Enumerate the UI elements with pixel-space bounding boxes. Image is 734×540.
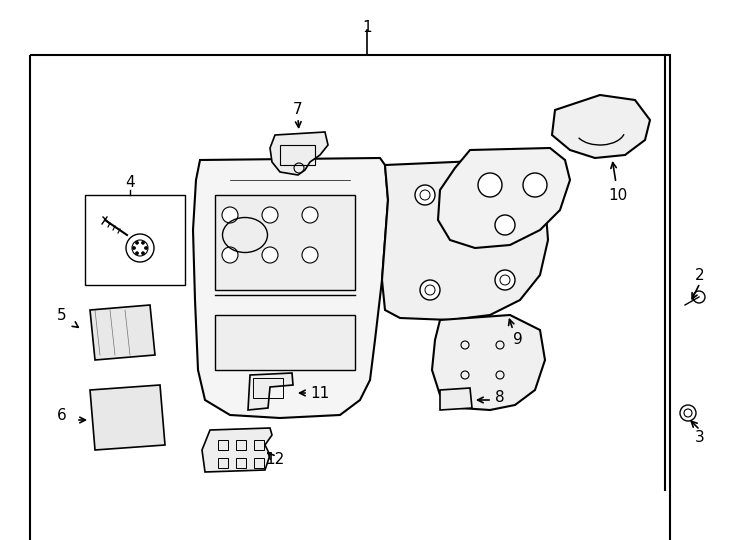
Polygon shape	[90, 305, 155, 360]
Bar	[254, 458, 264, 468]
Polygon shape	[440, 388, 472, 410]
Bar	[30, 55, 670, 540]
Text: 6: 6	[57, 408, 67, 422]
Bar	[253, 378, 283, 398]
Polygon shape	[382, 160, 548, 320]
Circle shape	[222, 247, 238, 263]
Polygon shape	[438, 148, 570, 248]
Circle shape	[495, 270, 515, 290]
Bar	[218, 440, 228, 450]
Circle shape	[222, 207, 238, 223]
Circle shape	[415, 185, 435, 205]
Polygon shape	[193, 158, 388, 418]
Circle shape	[500, 205, 520, 225]
Circle shape	[136, 252, 139, 255]
Text: 7: 7	[293, 103, 303, 118]
Bar	[215, 315, 355, 370]
Bar	[236, 458, 246, 468]
Bar	[218, 458, 228, 468]
Bar	[215, 195, 355, 290]
Circle shape	[133, 246, 136, 249]
Circle shape	[145, 246, 148, 249]
Text: 2: 2	[695, 267, 705, 282]
Polygon shape	[552, 95, 650, 158]
Text: 12: 12	[266, 453, 285, 468]
Circle shape	[495, 215, 515, 235]
Circle shape	[523, 173, 547, 197]
Text: 1: 1	[362, 20, 372, 35]
Circle shape	[302, 207, 318, 223]
Circle shape	[142, 241, 145, 244]
Text: 3: 3	[695, 430, 705, 445]
Polygon shape	[248, 373, 293, 410]
Text: 10: 10	[608, 187, 628, 202]
Bar	[280, 145, 315, 165]
Circle shape	[420, 280, 440, 300]
Bar	[85, 195, 185, 285]
Polygon shape	[432, 315, 545, 410]
Text: 8: 8	[495, 390, 505, 406]
Text: 4: 4	[126, 175, 135, 190]
Circle shape	[142, 252, 145, 255]
Circle shape	[126, 234, 154, 262]
Text: 5: 5	[57, 307, 67, 322]
Circle shape	[478, 173, 502, 197]
Polygon shape	[202, 428, 272, 472]
Polygon shape	[90, 385, 165, 450]
Text: 11: 11	[310, 386, 330, 401]
Circle shape	[136, 241, 139, 244]
Polygon shape	[270, 132, 328, 175]
Circle shape	[262, 207, 278, 223]
Bar	[254, 440, 264, 450]
Circle shape	[302, 247, 318, 263]
Bar	[236, 440, 246, 450]
Circle shape	[262, 247, 278, 263]
Text: 9: 9	[513, 333, 523, 348]
